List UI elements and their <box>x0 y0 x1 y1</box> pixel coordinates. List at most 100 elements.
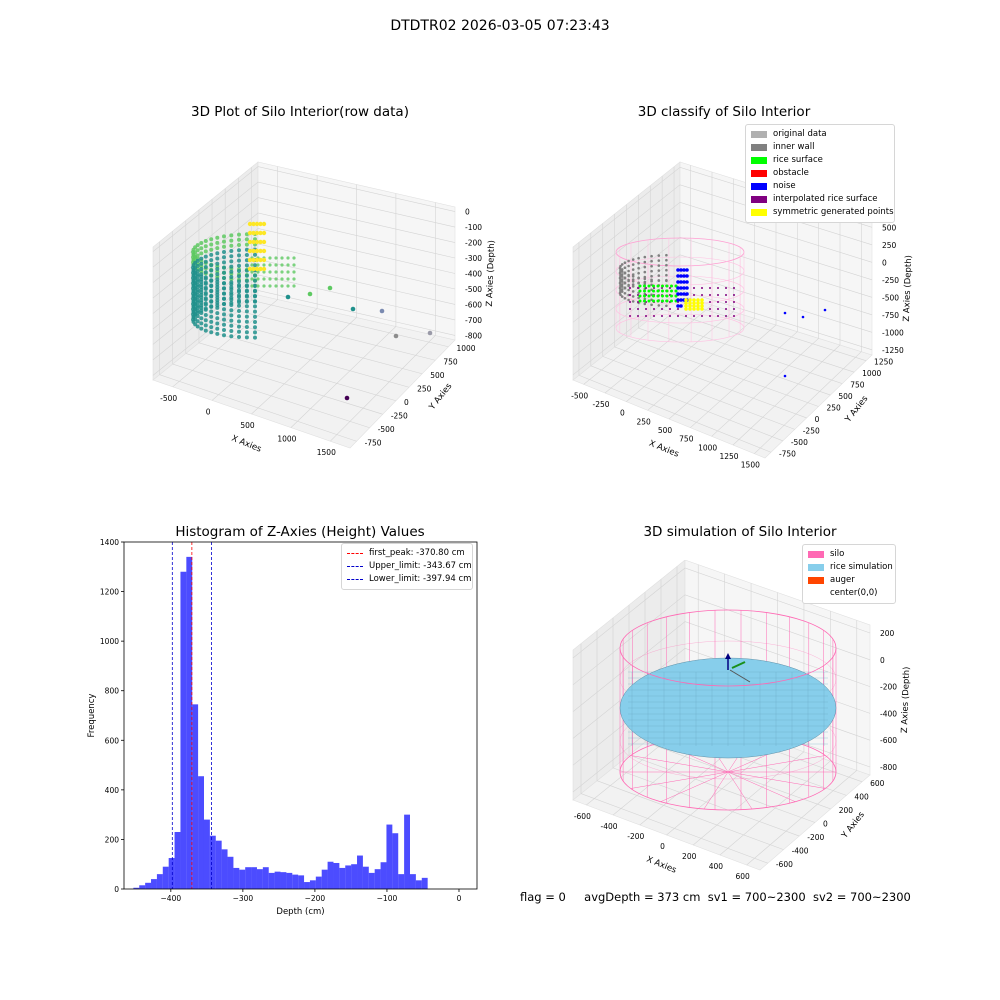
raw-data-point <box>280 256 284 260</box>
raw-data-point <box>292 284 296 288</box>
symmetric-point <box>696 307 700 311</box>
raw-data-point <box>253 284 257 288</box>
raw-data-point <box>215 292 220 297</box>
raw-panel-title: 3D Plot of Silo Interior(row data) <box>191 104 409 120</box>
raw-data-point <box>195 310 200 315</box>
x-tick-label: 0 <box>620 409 625 418</box>
raw-data-point <box>247 248 253 254</box>
grid-line <box>185 353 383 415</box>
z-tick-label: 0 <box>882 258 887 267</box>
raw-outlier-point <box>344 395 350 401</box>
histogram-bar <box>209 835 216 889</box>
y-tick-label: 0 <box>114 885 119 894</box>
raw-data-point <box>199 308 204 313</box>
inner-wall-point <box>631 268 635 271</box>
legend-line-swatch <box>347 553 363 554</box>
interpolated-point <box>733 308 735 310</box>
histogram-bar <box>404 814 410 889</box>
legend-label: noise <box>773 181 796 191</box>
symmetric-point <box>696 304 700 308</box>
raw-data-point <box>237 258 241 263</box>
y-tick-label: 0 <box>404 398 409 407</box>
raw-data-point <box>247 221 253 227</box>
x-tick-label: 750 <box>679 435 694 444</box>
inner-wall-point <box>620 273 624 276</box>
inner-wall-point <box>631 295 635 298</box>
raw-data-point <box>195 263 200 268</box>
raw-data-point <box>280 270 284 274</box>
interpolated-point <box>661 315 663 317</box>
rice-surface-point <box>656 289 660 293</box>
raw-data-point <box>268 284 272 288</box>
y-tick-label: 800 <box>105 687 120 696</box>
raw-data-point <box>244 304 249 309</box>
raw-data-point <box>229 238 234 243</box>
raw-data-point <box>222 276 226 280</box>
histogram-bar <box>374 869 381 889</box>
legend-line-swatch <box>347 579 363 580</box>
inner-wall-point <box>623 261 627 264</box>
raw-data-point <box>262 277 266 281</box>
histogram-bar <box>262 867 269 889</box>
interpolated-point <box>669 308 671 310</box>
raw-data-point <box>199 282 204 287</box>
raw-data-point <box>203 323 208 328</box>
z-tick-label: -500 <box>465 285 482 294</box>
inner-wall-point <box>665 273 668 277</box>
raw-data-point <box>215 303 220 308</box>
raw-data-point <box>203 280 208 285</box>
raw-data-point <box>286 263 290 267</box>
noise-point <box>679 292 683 296</box>
histogram-bar <box>274 871 281 889</box>
noise-point <box>679 298 683 302</box>
raw-data-point <box>193 292 198 297</box>
noise-point <box>685 274 689 278</box>
histogram-bar <box>304 882 310 889</box>
x-tick-label: 400 <box>709 862 724 871</box>
inner-wall-point <box>631 283 635 286</box>
histogram-bar <box>192 704 199 889</box>
y-tick-label: 250 <box>417 384 432 393</box>
grid-line <box>251 300 449 348</box>
raw-data-point <box>229 290 234 295</box>
grid-line <box>638 327 831 396</box>
y-tick-label: 400 <box>854 792 869 801</box>
raw-data-point <box>209 304 214 309</box>
y-tick-label: 400 <box>105 786 120 795</box>
raw-data-point <box>229 233 234 238</box>
symmetric-point <box>696 298 700 302</box>
raw-data-point <box>209 284 214 289</box>
raw-data-point <box>209 294 214 299</box>
raw-data-point <box>199 261 204 266</box>
raw-data-point <box>251 239 256 245</box>
raw-data-point <box>203 239 208 243</box>
simulation-panel-title: 3D simulation of Silo Interior <box>643 524 837 540</box>
interpolated-point <box>645 315 647 317</box>
histogram-bar <box>186 556 193 889</box>
raw-data-point <box>237 335 241 339</box>
auger-marker <box>731 661 746 669</box>
inner-wall-point <box>650 279 653 283</box>
raw-data-point <box>195 248 200 253</box>
grid-line <box>152 274 456 361</box>
inner-wall-point <box>643 280 647 284</box>
raw-data-point <box>261 239 267 245</box>
raw-data-point <box>244 279 249 283</box>
x-axis-label: Depth (cm) <box>276 907 324 917</box>
legend-entry: original data <box>751 128 889 141</box>
raw-data-point <box>229 308 234 313</box>
status-footer: flag = 0 avgDepth = 373 cm sv1 = 700~230… <box>520 890 911 904</box>
raw-data-point <box>237 269 241 273</box>
raw-data-point <box>229 275 234 279</box>
grid-line <box>152 181 456 268</box>
x-tick-label: 1500 <box>741 461 760 470</box>
histogram-bar <box>398 874 405 889</box>
rice-surface-point <box>638 294 642 298</box>
inner-wall-point <box>657 304 661 307</box>
raw-data-point <box>253 320 257 324</box>
silo-wire-spoke <box>727 771 826 789</box>
y-tick-label: 250 <box>827 404 842 413</box>
grid-line <box>152 290 456 376</box>
interpolated-point <box>709 301 711 303</box>
raw-data-point <box>209 263 214 268</box>
